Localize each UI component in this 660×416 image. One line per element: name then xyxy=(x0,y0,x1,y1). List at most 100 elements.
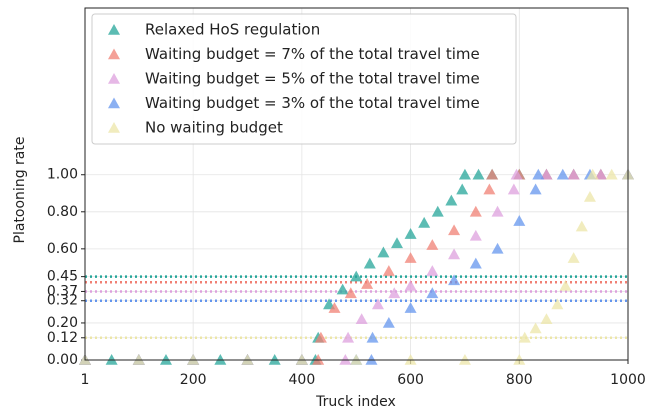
point xyxy=(382,316,395,328)
legend-label: Relaxed HoS regulation xyxy=(145,21,320,39)
y-axis-label: Platooning rate xyxy=(12,137,28,244)
x-tick-label: 1 xyxy=(81,372,90,388)
point xyxy=(268,354,281,365)
point xyxy=(513,354,526,365)
point xyxy=(513,215,526,226)
point xyxy=(361,278,374,289)
point xyxy=(214,354,227,365)
point xyxy=(529,322,542,334)
point xyxy=(491,242,504,254)
point xyxy=(404,228,417,239)
point xyxy=(350,270,363,282)
point xyxy=(431,205,444,217)
legend-marker xyxy=(108,122,120,133)
x-tick-label: 1000 xyxy=(610,372,646,388)
point xyxy=(426,265,439,276)
x-tick-label: 800 xyxy=(506,372,533,388)
point xyxy=(472,168,485,180)
point xyxy=(159,354,172,365)
legend-marker xyxy=(108,97,120,109)
point xyxy=(382,265,395,276)
legend-marker xyxy=(108,24,120,35)
legend-label: No waiting budget xyxy=(145,119,283,137)
point xyxy=(586,168,599,180)
point xyxy=(605,168,618,180)
point xyxy=(486,168,499,180)
point xyxy=(469,257,482,269)
legend-label: Waiting budget = 5% of the total travel … xyxy=(145,70,480,88)
point xyxy=(540,313,553,325)
point xyxy=(567,168,580,180)
y-tick-label: 0.12 xyxy=(47,330,78,346)
x-tick-label: 400 xyxy=(289,372,316,388)
legend-marker xyxy=(108,73,120,84)
x-axis-label: Truck index xyxy=(315,394,396,410)
point xyxy=(483,183,496,195)
point xyxy=(458,354,471,365)
point xyxy=(342,331,355,343)
point xyxy=(350,354,363,365)
legend-box xyxy=(91,13,517,145)
x-tick-label: 200 xyxy=(180,372,207,388)
point xyxy=(448,274,461,286)
point xyxy=(312,354,325,365)
y-tick-label: 0.37 xyxy=(47,283,78,299)
point xyxy=(404,354,417,365)
point xyxy=(366,331,379,343)
point xyxy=(187,354,200,365)
point xyxy=(377,246,390,258)
point xyxy=(371,298,384,310)
point xyxy=(469,205,482,217)
point xyxy=(314,331,327,343)
point xyxy=(344,287,357,299)
point xyxy=(365,354,378,365)
legend-label: Waiting budget = 7% of the total travel … xyxy=(145,45,480,63)
point xyxy=(518,331,531,343)
point xyxy=(491,205,504,217)
point xyxy=(469,229,482,241)
y-tick-label: 0.80 xyxy=(47,204,78,220)
point xyxy=(583,190,596,202)
point xyxy=(559,279,572,291)
y-tick-label: 0.20 xyxy=(47,315,78,331)
point xyxy=(540,168,553,180)
point xyxy=(507,183,520,195)
point xyxy=(339,354,352,365)
y-tick-label: 0.60 xyxy=(47,241,78,257)
point xyxy=(567,252,580,263)
point xyxy=(404,302,417,313)
point xyxy=(575,220,588,232)
point xyxy=(328,302,341,313)
point xyxy=(418,216,431,228)
point xyxy=(551,298,564,310)
point xyxy=(556,168,569,180)
point xyxy=(510,168,523,180)
point xyxy=(594,168,607,180)
y-tick-label: 1.00 xyxy=(47,167,78,183)
point xyxy=(458,168,471,180)
point xyxy=(241,354,254,365)
point xyxy=(426,239,439,250)
legend-label: Waiting budget = 3% of the total travel … xyxy=(145,94,480,112)
point xyxy=(336,283,349,295)
point xyxy=(448,224,461,236)
point xyxy=(529,183,542,195)
point xyxy=(390,237,403,249)
point xyxy=(363,257,376,269)
x-tick-label: 600 xyxy=(397,372,424,388)
point xyxy=(404,279,417,291)
point xyxy=(448,248,461,260)
y-tick-label: 0.45 xyxy=(47,269,78,285)
point xyxy=(105,354,118,365)
point xyxy=(355,313,368,325)
y-tick-label: 0.00 xyxy=(47,352,78,368)
y-tick-label: 0.32 xyxy=(47,293,78,309)
legend-marker xyxy=(108,48,120,60)
point xyxy=(445,194,458,206)
point xyxy=(295,354,308,365)
point xyxy=(532,168,545,180)
plot-frame xyxy=(84,7,629,361)
point xyxy=(456,183,469,195)
